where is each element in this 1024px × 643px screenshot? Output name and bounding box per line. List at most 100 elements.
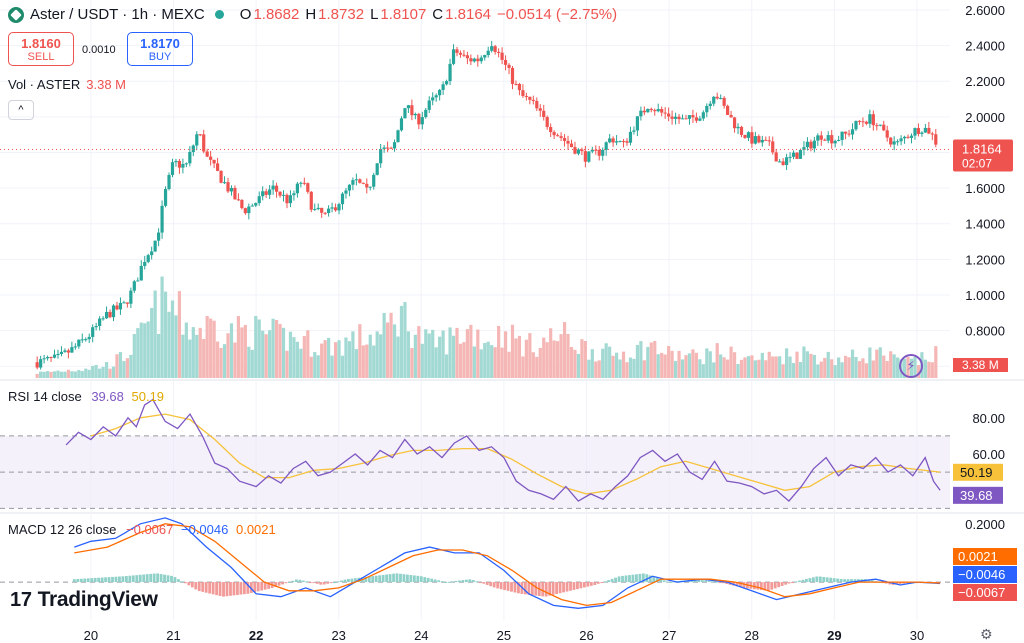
candle-body bbox=[163, 188, 168, 206]
macd-histogram-bar bbox=[204, 582, 208, 593]
candle-body bbox=[882, 124, 886, 131]
volume-bar bbox=[462, 342, 466, 378]
ohlc-open: 1.8682 bbox=[253, 6, 300, 23]
macd-histogram-bar bbox=[416, 575, 420, 583]
rsi-pane[interactable] bbox=[0, 398, 950, 509]
candle-body bbox=[906, 136, 910, 138]
macd-pane[interactable] bbox=[0, 517, 950, 609]
candle-body bbox=[59, 351, 64, 354]
candle-body bbox=[569, 143, 574, 148]
volume-bar bbox=[104, 362, 109, 378]
volume-bar bbox=[136, 328, 140, 378]
candle-body bbox=[878, 124, 882, 126]
macd-histogram-bar bbox=[173, 577, 177, 583]
macd-histogram-bar bbox=[426, 577, 430, 583]
volume-bar bbox=[476, 329, 480, 378]
volume-bar bbox=[98, 368, 102, 378]
candle-body bbox=[559, 136, 563, 138]
price-pane[interactable] bbox=[0, 40, 950, 370]
macd-histogram-bar bbox=[433, 579, 437, 583]
volume-bar bbox=[306, 330, 310, 378]
macd-histogram-bar bbox=[145, 574, 149, 583]
volume-bar bbox=[604, 343, 608, 378]
macd-histogram-bar bbox=[818, 576, 822, 583]
rsi-legend[interactable]: RSI 14 close 39.68 50.19 bbox=[8, 389, 164, 404]
candle-body bbox=[392, 142, 397, 149]
candle-body bbox=[462, 54, 466, 56]
candle-body bbox=[399, 118, 404, 131]
macd-histogram-bar bbox=[766, 582, 770, 591]
volume-bar bbox=[660, 352, 664, 378]
macd-histogram-bar bbox=[281, 582, 284, 585]
macd-histogram-bar bbox=[895, 582, 899, 585]
macd-histogram-bar bbox=[260, 582, 264, 591]
volume-bar bbox=[819, 361, 823, 378]
volume-bar bbox=[535, 356, 539, 378]
volume-bar bbox=[864, 363, 868, 378]
candle-body bbox=[902, 136, 907, 139]
volume-bar bbox=[517, 335, 522, 378]
volume-bar bbox=[337, 340, 341, 378]
macd-histogram-bar bbox=[274, 582, 277, 587]
candle-body bbox=[254, 203, 258, 206]
volume-bar bbox=[503, 331, 508, 378]
volume-bar bbox=[788, 356, 792, 378]
macd-histogram-bar bbox=[721, 582, 725, 584]
volume-bar bbox=[247, 346, 251, 378]
macd-histogram-bar bbox=[295, 579, 298, 583]
symbol-title[interactable]: Aster / USDT · 1h · MEXC bbox=[30, 6, 205, 23]
volume-bar bbox=[684, 355, 688, 378]
candle-body bbox=[472, 58, 476, 62]
lightning-icon[interactable]: ⚡ bbox=[899, 354, 923, 378]
macd-legend[interactable]: MACD 12 26 close −0.0067 −0.0046 0.0021 bbox=[8, 522, 276, 537]
macd-histogram-bar bbox=[406, 574, 409, 583]
candle-body bbox=[587, 151, 591, 162]
macd-histogram-bar bbox=[329, 582, 333, 584]
macd-histogram-bar bbox=[846, 579, 850, 583]
macd-histogram-bar bbox=[902, 582, 905, 584]
candle-body bbox=[521, 90, 525, 96]
volume-bar bbox=[77, 370, 81, 378]
macd-histogram-bar bbox=[822, 576, 826, 583]
volume-bar bbox=[403, 302, 407, 378]
candle-body bbox=[847, 133, 851, 135]
macd-hist-badge bbox=[953, 548, 1017, 565]
volume-bar bbox=[146, 321, 150, 378]
volume-bar bbox=[628, 357, 633, 378]
volume-bar bbox=[268, 330, 272, 378]
time-tick-label: 29 bbox=[827, 628, 841, 643]
candle-body bbox=[160, 205, 164, 233]
collapse-legend-button[interactable]: ^ bbox=[8, 100, 34, 120]
volume-bar bbox=[559, 334, 563, 378]
macd-signal-badge-label: −0.0067 bbox=[958, 585, 1005, 600]
macd-histogram-bar bbox=[659, 579, 663, 583]
candle-body bbox=[549, 126, 553, 133]
volume-bar bbox=[195, 334, 199, 378]
rsi-badge bbox=[953, 486, 1003, 504]
volume-bar bbox=[670, 350, 674, 378]
candle-body bbox=[795, 152, 799, 159]
macd-histogram-bar bbox=[780, 582, 784, 586]
candle-body bbox=[431, 97, 435, 101]
macd-histogram-bar bbox=[465, 579, 468, 583]
volume-bar bbox=[184, 322, 188, 378]
candle-body bbox=[854, 120, 858, 130]
tradingview-logo[interactable]: 17 TradingView bbox=[10, 588, 158, 612]
volume-legend[interactable]: Vol · ASTER 3.38 M bbox=[8, 77, 126, 92]
candle-body bbox=[809, 141, 813, 149]
macd-histogram-bar bbox=[454, 580, 458, 583]
macd-histogram-bar bbox=[447, 581, 451, 583]
macd-histogram-bar bbox=[402, 574, 406, 583]
settings-gear-icon[interactable]: ⚙ bbox=[980, 626, 993, 642]
macd-histogram-bar bbox=[208, 582, 212, 594]
macd-histogram-bar bbox=[697, 579, 701, 583]
sell-button[interactable]: 1.8160 SELL bbox=[8, 32, 74, 66]
buy-button[interactable]: 1.8170 BUY bbox=[127, 32, 193, 66]
volume-bar bbox=[750, 355, 754, 378]
volume-bar bbox=[56, 370, 60, 378]
candle-body bbox=[261, 191, 265, 197]
volume-bar bbox=[63, 371, 67, 378]
candle-body bbox=[583, 151, 587, 162]
macd-histogram-bar bbox=[471, 580, 475, 583]
